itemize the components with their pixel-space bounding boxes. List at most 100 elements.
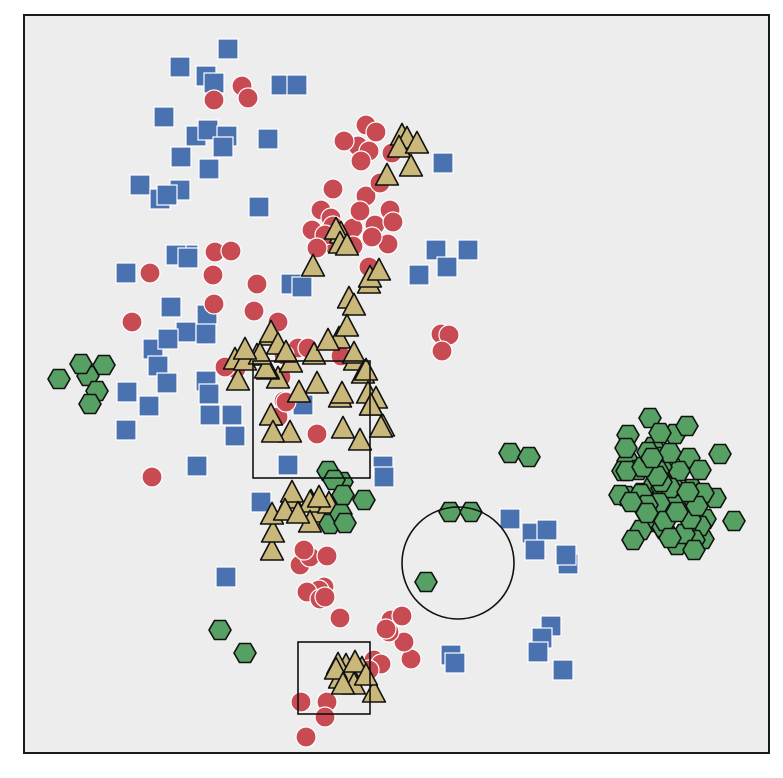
data-point-hexagon [498, 442, 522, 464]
data-point-triangle [347, 427, 373, 451]
data-point-circle [306, 237, 328, 259]
data-point-circle [295, 726, 317, 748]
data-point-triangle [398, 153, 424, 177]
data-point-triangle [341, 340, 367, 364]
data-point-hexagon [619, 491, 643, 513]
data-point-square [138, 395, 160, 417]
data-point-square [156, 184, 178, 206]
data-point-triangle [286, 379, 312, 403]
data-point-circle [431, 340, 453, 362]
data-point-hexagon [722, 510, 746, 532]
data-point-circle [322, 178, 344, 200]
data-point-square [277, 454, 299, 476]
data-point-hexagon [708, 443, 732, 465]
data-point-square [425, 239, 447, 261]
data-point-square [156, 372, 178, 394]
data-point-triangle [361, 679, 387, 703]
data-point-square [291, 276, 313, 298]
data-point-square [170, 146, 192, 168]
data-point-triangle [285, 500, 311, 524]
data-point-triangle [301, 341, 327, 365]
data-point-circle [375, 618, 397, 640]
data-point-hexagon [648, 422, 672, 444]
data-point-triangle [386, 134, 412, 158]
data-point-triangle [353, 662, 379, 686]
data-point-square [408, 264, 430, 286]
data-point-hexagon [352, 489, 376, 511]
data-point-triangle [315, 327, 341, 351]
data-point-hexagon [688, 459, 712, 481]
data-point-square [257, 128, 279, 150]
highlight-box [252, 360, 371, 479]
data-point-triangle [232, 336, 258, 360]
data-point-hexagon [621, 529, 645, 551]
data-point-circle [393, 631, 415, 653]
data-point-triangle [374, 162, 400, 186]
highlight-circle [401, 506, 515, 620]
data-point-triangle [260, 419, 286, 443]
data-point-square [169, 56, 191, 78]
data-point-triangle [300, 253, 326, 277]
series-square [115, 38, 579, 681]
data-point-square [212, 136, 234, 158]
data-point-hexagon [675, 415, 699, 437]
data-point-triangle [304, 370, 330, 394]
highlight-box [297, 641, 371, 715]
data-point-circle [139, 262, 161, 284]
data-point-square [195, 323, 217, 345]
data-point-triangle [277, 419, 303, 443]
data-point-triangle [330, 671, 356, 695]
data-point-triangle [329, 380, 355, 404]
data-point-hexagon [676, 481, 700, 503]
data-point-circle [121, 311, 143, 333]
data-point-hexagon [614, 437, 638, 459]
data-point-square [129, 174, 151, 196]
data-point-square [527, 641, 549, 663]
data-point-triangle [334, 313, 360, 337]
data-point-hexagon [233, 642, 257, 664]
data-point-square [373, 466, 395, 488]
data-point-hexagon [658, 527, 682, 549]
data-point-square [221, 404, 243, 426]
data-point-circle [314, 706, 336, 728]
data-point-circle [203, 293, 225, 315]
data-point-circle [382, 211, 404, 233]
data-point-circle [361, 226, 383, 248]
data-point-circle [293, 539, 315, 561]
data-point-circle [306, 423, 328, 445]
data-point-hexagon [640, 447, 664, 469]
data-point-hexagon [517, 446, 541, 468]
annotation-layer [252, 360, 515, 715]
data-point-triangle [358, 392, 384, 416]
data-point-square [457, 239, 479, 261]
data-point-circle [203, 89, 225, 111]
data-point-square [436, 256, 458, 278]
data-point-circle [333, 130, 355, 152]
data-point-square [198, 383, 220, 405]
data-point-triangle [366, 257, 392, 281]
data-point-hexagon [208, 619, 232, 641]
data-point-square [199, 404, 221, 426]
data-point-square [177, 247, 199, 269]
data-point-circle [237, 87, 259, 109]
data-point-triangle [279, 479, 305, 503]
data-point-hexagon [414, 571, 438, 593]
data-point-hexagon [47, 368, 71, 390]
marks-layer [47, 38, 746, 748]
data-point-hexagon [92, 354, 116, 376]
data-point-square [175, 321, 197, 343]
data-point-circle [350, 150, 372, 172]
data-point-square [248, 196, 270, 218]
data-point-square [552, 659, 574, 681]
data-point-circle [349, 200, 371, 222]
series-triangle [222, 122, 430, 703]
data-point-triangle [225, 367, 251, 391]
data-point-triangle [334, 232, 360, 256]
data-point-square [524, 539, 546, 561]
data-point-triangle [341, 292, 367, 316]
data-point-square [555, 544, 577, 566]
data-point-square [224, 425, 246, 447]
data-point-square [153, 106, 175, 128]
data-point-hexagon [69, 353, 93, 375]
